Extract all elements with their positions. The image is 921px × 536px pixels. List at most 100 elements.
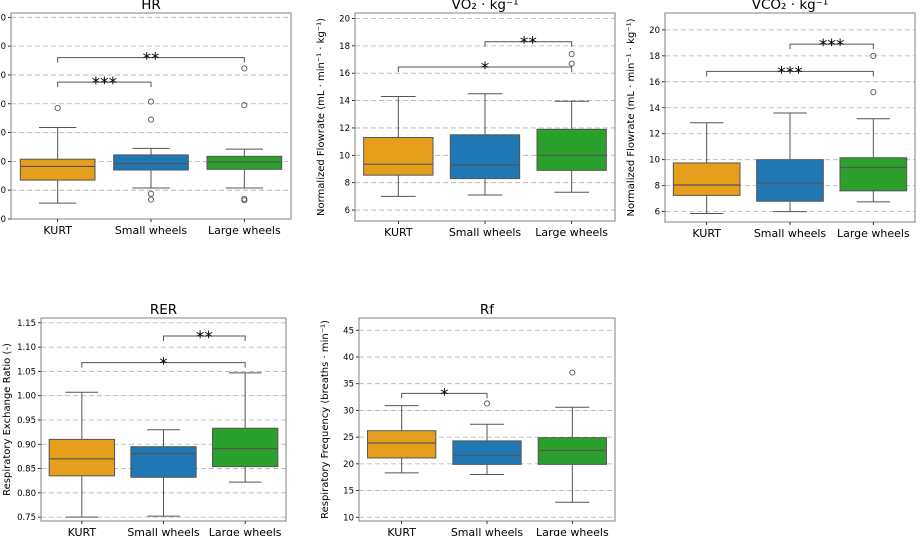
iqr-box — [113, 154, 189, 171]
y-tick-label: 0.95 — [17, 416, 36, 426]
iqr-box — [449, 134, 521, 180]
bracket-line — [57, 81, 152, 88]
bracket-line — [789, 43, 874, 50]
outlier-point — [147, 196, 155, 203]
y-tick-label: 0.80 — [17, 489, 36, 499]
panel-5: 10 15 20 25 30 35 40 45 * KURT Small wheels Large w… — [320, 302, 616, 536]
y-tick-label: 12 — [649, 130, 660, 140]
outlier-point — [870, 52, 877, 59]
outlier-point — [568, 51, 575, 58]
y-tick-label: 1.15 — [17, 319, 36, 329]
outlier-point — [241, 65, 248, 72]
box-kurt — [672, 122, 741, 215]
outlier-point — [147, 98, 155, 105]
outlier-point — [568, 60, 575, 67]
iqr-box — [48, 438, 116, 477]
significance-bracket: ** — [57, 50, 245, 70]
significance-bracket: * — [397, 59, 573, 79]
x-tick-label: KURT — [68, 526, 97, 536]
outlier-point — [147, 116, 155, 123]
significance-label: * — [159, 355, 168, 375]
y-tick-label: 45 — [343, 326, 354, 336]
bracket-line — [397, 66, 573, 73]
y-tick-label: 140 — [0, 100, 6, 110]
y-tick-label: 1.00 — [17, 392, 36, 402]
outlier-point — [241, 102, 248, 109]
iqr-box — [367, 430, 437, 459]
box-kurt — [367, 405, 437, 474]
y-tick-label: 10 — [649, 156, 660, 166]
y-tick-label: 60 — [0, 215, 6, 225]
chart-title: Rf — [480, 302, 495, 318]
y-tick-label: 6 — [345, 206, 350, 216]
box-kurt — [363, 95, 434, 197]
y-axis-label: Respiratory Frequency (breaths · min⁻¹) — [320, 320, 331, 519]
y-tick-label: 14 — [649, 104, 660, 114]
box-small-wheels — [113, 98, 189, 203]
significance-bracket: *** — [789, 36, 874, 56]
y-tick-label: 1.05 — [17, 367, 36, 377]
y-tick-label: 10 — [343, 513, 354, 523]
bracket-line — [163, 335, 246, 341]
y-tick-label: 30 — [343, 406, 354, 416]
x-tick-label: KURT — [387, 526, 416, 536]
significance-bracket: ** — [163, 328, 246, 348]
y-tick-label: 18 — [649, 52, 660, 62]
y-tick-label: 12 — [339, 124, 350, 134]
y-tick-label: 35 — [343, 380, 354, 390]
x-tick-label: Large wheels — [209, 526, 282, 536]
y-tick-label: 40 — [343, 353, 354, 363]
box-small-wheels — [756, 112, 824, 213]
box-small-wheels — [449, 93, 521, 196]
iqr-box — [536, 128, 607, 171]
iqr-box — [19, 158, 96, 181]
y-tick-label: 8 — [345, 179, 350, 189]
y-tick-label: 20 — [339, 14, 350, 24]
significance-bracket: *** — [706, 63, 874, 83]
iqr-box — [672, 162, 741, 196]
y-tick-label: 80 — [0, 186, 6, 196]
x-tick-label: Small wheels — [449, 226, 522, 239]
outlier-point — [569, 369, 576, 376]
bracket-line — [484, 41, 573, 47]
panel-4: 0.750.800.850.900.951.001.051.101.15***K… — [2, 302, 287, 536]
outlier-point — [483, 400, 491, 407]
y-tick-label: 8 — [655, 182, 660, 192]
iqr-box — [756, 159, 824, 202]
x-tick-label: KURT — [384, 226, 413, 239]
chart-title: V̇O₂ · kg⁻¹ — [451, 0, 518, 13]
y-tick-label: 0.75 — [17, 513, 36, 523]
bracket-line — [706, 70, 874, 77]
box-large-wheels — [212, 372, 279, 483]
iqr-box — [206, 155, 283, 170]
iqr-box — [363, 137, 434, 176]
y-tick-label: 100 — [0, 157, 6, 167]
y-tick-label: 14 — [339, 97, 350, 107]
box-large-wheels — [206, 65, 283, 204]
significance-label: *** — [777, 63, 803, 83]
significance-bracket: * — [401, 385, 488, 405]
bracket-line — [81, 362, 246, 368]
chart-title: V̇CO₂ · kg⁻¹ — [752, 0, 829, 13]
y-tick-label: 25 — [343, 433, 354, 443]
panel-3: 6 8 10 12 14 16 18 20 *** *** KURT Small wheels Larg… — [626, 0, 916, 240]
significance-label: ** — [520, 34, 537, 54]
y-tick-label: 200 — [0, 13, 6, 23]
y-axis-label: Respiratory Exchange Ratio (-) — [2, 343, 13, 496]
box-kurt — [19, 105, 96, 204]
y-tick-label: 0.90 — [17, 440, 36, 450]
x-tick-label: Large wheels — [536, 526, 609, 536]
box-small-wheels — [452, 400, 522, 476]
y-axis-label: Normalized Flowrate (mL · min⁻¹ · kg⁻¹) — [626, 18, 637, 216]
x-tick-label: Small wheels — [127, 526, 200, 536]
x-tick-label: Large wheels — [837, 227, 910, 240]
y-axis-label: Normalized Flowrate (mL · min⁻¹ · kg⁻¹) — [316, 18, 327, 216]
iqr-box — [452, 440, 522, 465]
iqr-box — [212, 427, 279, 468]
bracket-line — [57, 57, 245, 63]
y-tick-label: 0.85 — [17, 465, 36, 475]
y-tick-label: 1.10 — [17, 343, 36, 353]
box-large-wheels — [536, 51, 607, 193]
y-tick-label: 10 — [339, 151, 350, 161]
